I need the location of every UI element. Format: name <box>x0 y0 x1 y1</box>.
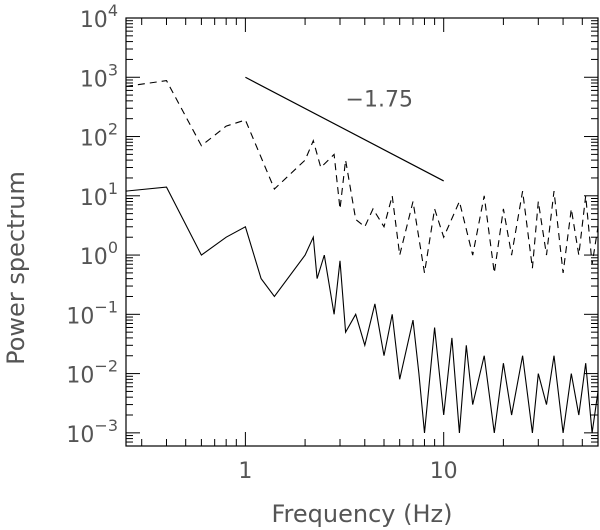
y-tick-label: 100 <box>80 238 118 270</box>
y-tick-label: 102 <box>80 120 118 152</box>
series-line-solid <box>125 186 599 433</box>
series-layer <box>125 80 599 433</box>
x-tick-label: 10 <box>430 459 458 484</box>
y-tick-label: 10−2 <box>66 357 118 389</box>
y-tick-label: 101 <box>80 179 118 211</box>
y-tick-label: 10−3 <box>66 416 118 448</box>
y-tick-label: 104 <box>80 1 118 33</box>
x-axis-label: Frequency (Hz) <box>272 500 453 528</box>
slope-reference-line <box>245 76 444 182</box>
y-tick-label: 10−1 <box>66 297 118 329</box>
y-tick-label: 103 <box>80 60 118 92</box>
annotation-layer: −1.75 <box>245 76 444 182</box>
tick-labels: 1 10 104 103 102 101 100 10−1 10−2 10−3 <box>66 1 457 484</box>
x-tick-label: 1 <box>238 459 252 484</box>
slope-label: −1.75 <box>346 88 413 113</box>
plot-frame <box>125 17 599 447</box>
series-line-dashed <box>125 80 599 273</box>
ticks-layer <box>126 17 599 447</box>
y-axis-label: Power spectrum <box>2 171 30 365</box>
